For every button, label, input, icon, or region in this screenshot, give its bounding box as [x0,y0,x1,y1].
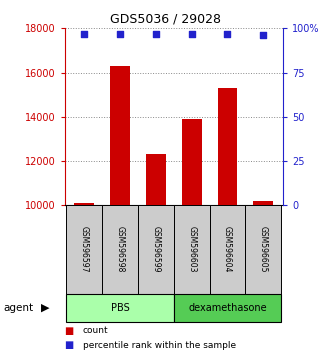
Text: GSM596597: GSM596597 [80,226,89,273]
Point [225,31,230,36]
Point [189,31,194,36]
Bar [110,66,130,205]
Point [118,31,123,36]
Bar [210,205,245,294]
Text: GSM596603: GSM596603 [187,226,196,273]
Text: GSM596604: GSM596604 [223,226,232,273]
Text: ■: ■ [65,340,77,350]
Text: dexamethasone: dexamethasone [188,303,267,313]
Bar [174,294,281,322]
Text: GSM596598: GSM596598 [116,226,124,273]
Bar [146,154,166,205]
Point [260,33,266,38]
Text: agent: agent [3,303,33,313]
Point [153,31,159,36]
Bar [182,119,202,205]
Bar [174,205,210,294]
Text: GSM596605: GSM596605 [259,226,268,273]
Text: percentile rank within the sample: percentile rank within the sample [83,341,236,350]
Bar [102,205,138,294]
Bar [245,205,281,294]
Text: PBS: PBS [111,303,129,313]
Text: count: count [83,326,108,336]
Point [82,31,87,36]
Bar [218,88,237,205]
Bar [66,205,102,294]
Bar [66,294,174,322]
Bar [74,203,94,205]
Text: GDS5036 / 29028: GDS5036 / 29028 [110,12,221,25]
Bar [138,205,174,294]
Bar [254,201,273,205]
Text: ■: ■ [65,326,77,336]
Text: ▶: ▶ [41,303,50,313]
Text: GSM596599: GSM596599 [151,226,160,273]
